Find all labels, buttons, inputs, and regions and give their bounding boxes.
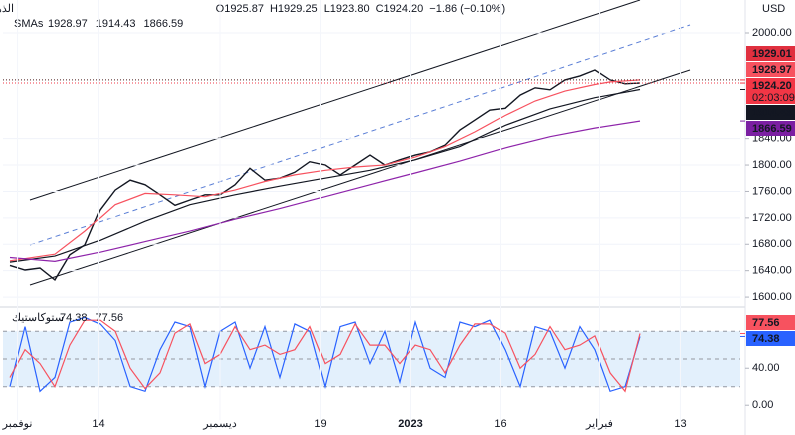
ohlc-value: O1925.87 (216, 3, 264, 15)
price-label-box (746, 46, 795, 61)
countdown: 02:03:09 (752, 92, 795, 104)
y-tick-label: 1680.00 (752, 238, 792, 250)
channel-middle (29, 24, 691, 246)
price-label: 1914.43 (752, 107, 792, 119)
series-line (9, 319, 641, 393)
series-line (9, 120, 641, 263)
price-label: 1866.59 (752, 123, 792, 135)
channel-lower (29, 69, 691, 286)
stoch-legend-value: 77.56 (96, 312, 124, 324)
x-tick-label: ديسمبر (202, 418, 237, 430)
symbol-title: الذهب (دولار أمريكي/أونصة)، 4ساعة ،TVC (0, 1, 14, 15)
series-line (9, 316, 641, 393)
y-tick-label: 1720.00 (752, 212, 792, 224)
x-tick-label: 16 (494, 418, 506, 430)
y-tick-label: 1640.00 (752, 265, 792, 277)
price-label-box (746, 121, 795, 136)
y-tick-label: 1800.00 (752, 159, 792, 171)
x-tick-label: فبراير (585, 418, 613, 430)
price-label: 77.56 (752, 317, 780, 329)
x-tick-label: 19 (314, 418, 326, 430)
y-tick-label: 40.00 (752, 362, 780, 374)
ohlc-value: H1929.25 (270, 3, 318, 15)
series-line (9, 79, 641, 262)
price-label-box (746, 331, 795, 346)
price-label-box (746, 105, 795, 120)
ohlc-value: C1924.20 (376, 3, 424, 15)
price-label: 1928.97 (752, 64, 792, 76)
series-line (9, 88, 641, 263)
x-tick-label: 13 (674, 418, 686, 430)
stoch-title: ستوكاستيك (12, 312, 64, 324)
y-tick-label: 0.00 (752, 399, 773, 411)
price-label-box (746, 78, 795, 104)
stoch-legend-value: 74.38 (60, 312, 88, 324)
price-label-box (746, 315, 795, 330)
y-tick-label: 2000.00 (752, 27, 792, 39)
price-label: 1924.20 (752, 80, 792, 92)
ohlc-value: −1.86 (−0.10%) (429, 3, 505, 15)
price-label: 74.38 (752, 333, 780, 345)
sma-legend-value: 1866.59 (144, 18, 184, 30)
sma-legend-value: 1928.97 (48, 18, 88, 30)
y-tick-label: 1600.00 (752, 291, 792, 303)
price-label: 1929.01 (752, 48, 792, 60)
series-line (9, 69, 641, 281)
ohlc-value: L1923.80 (324, 3, 370, 15)
x-tick-label: نوفمبر (2, 418, 33, 430)
price-label-box (746, 62, 795, 77)
currency: USD (762, 3, 785, 15)
x-tick-label: 14 (92, 418, 104, 430)
sma-legend-value: 1914.43 (96, 18, 136, 30)
sma-legend-title: SMAs (14, 18, 44, 30)
y-tick-label: 1760.00 (752, 185, 792, 197)
x-tick-label: 2023 (398, 418, 422, 430)
